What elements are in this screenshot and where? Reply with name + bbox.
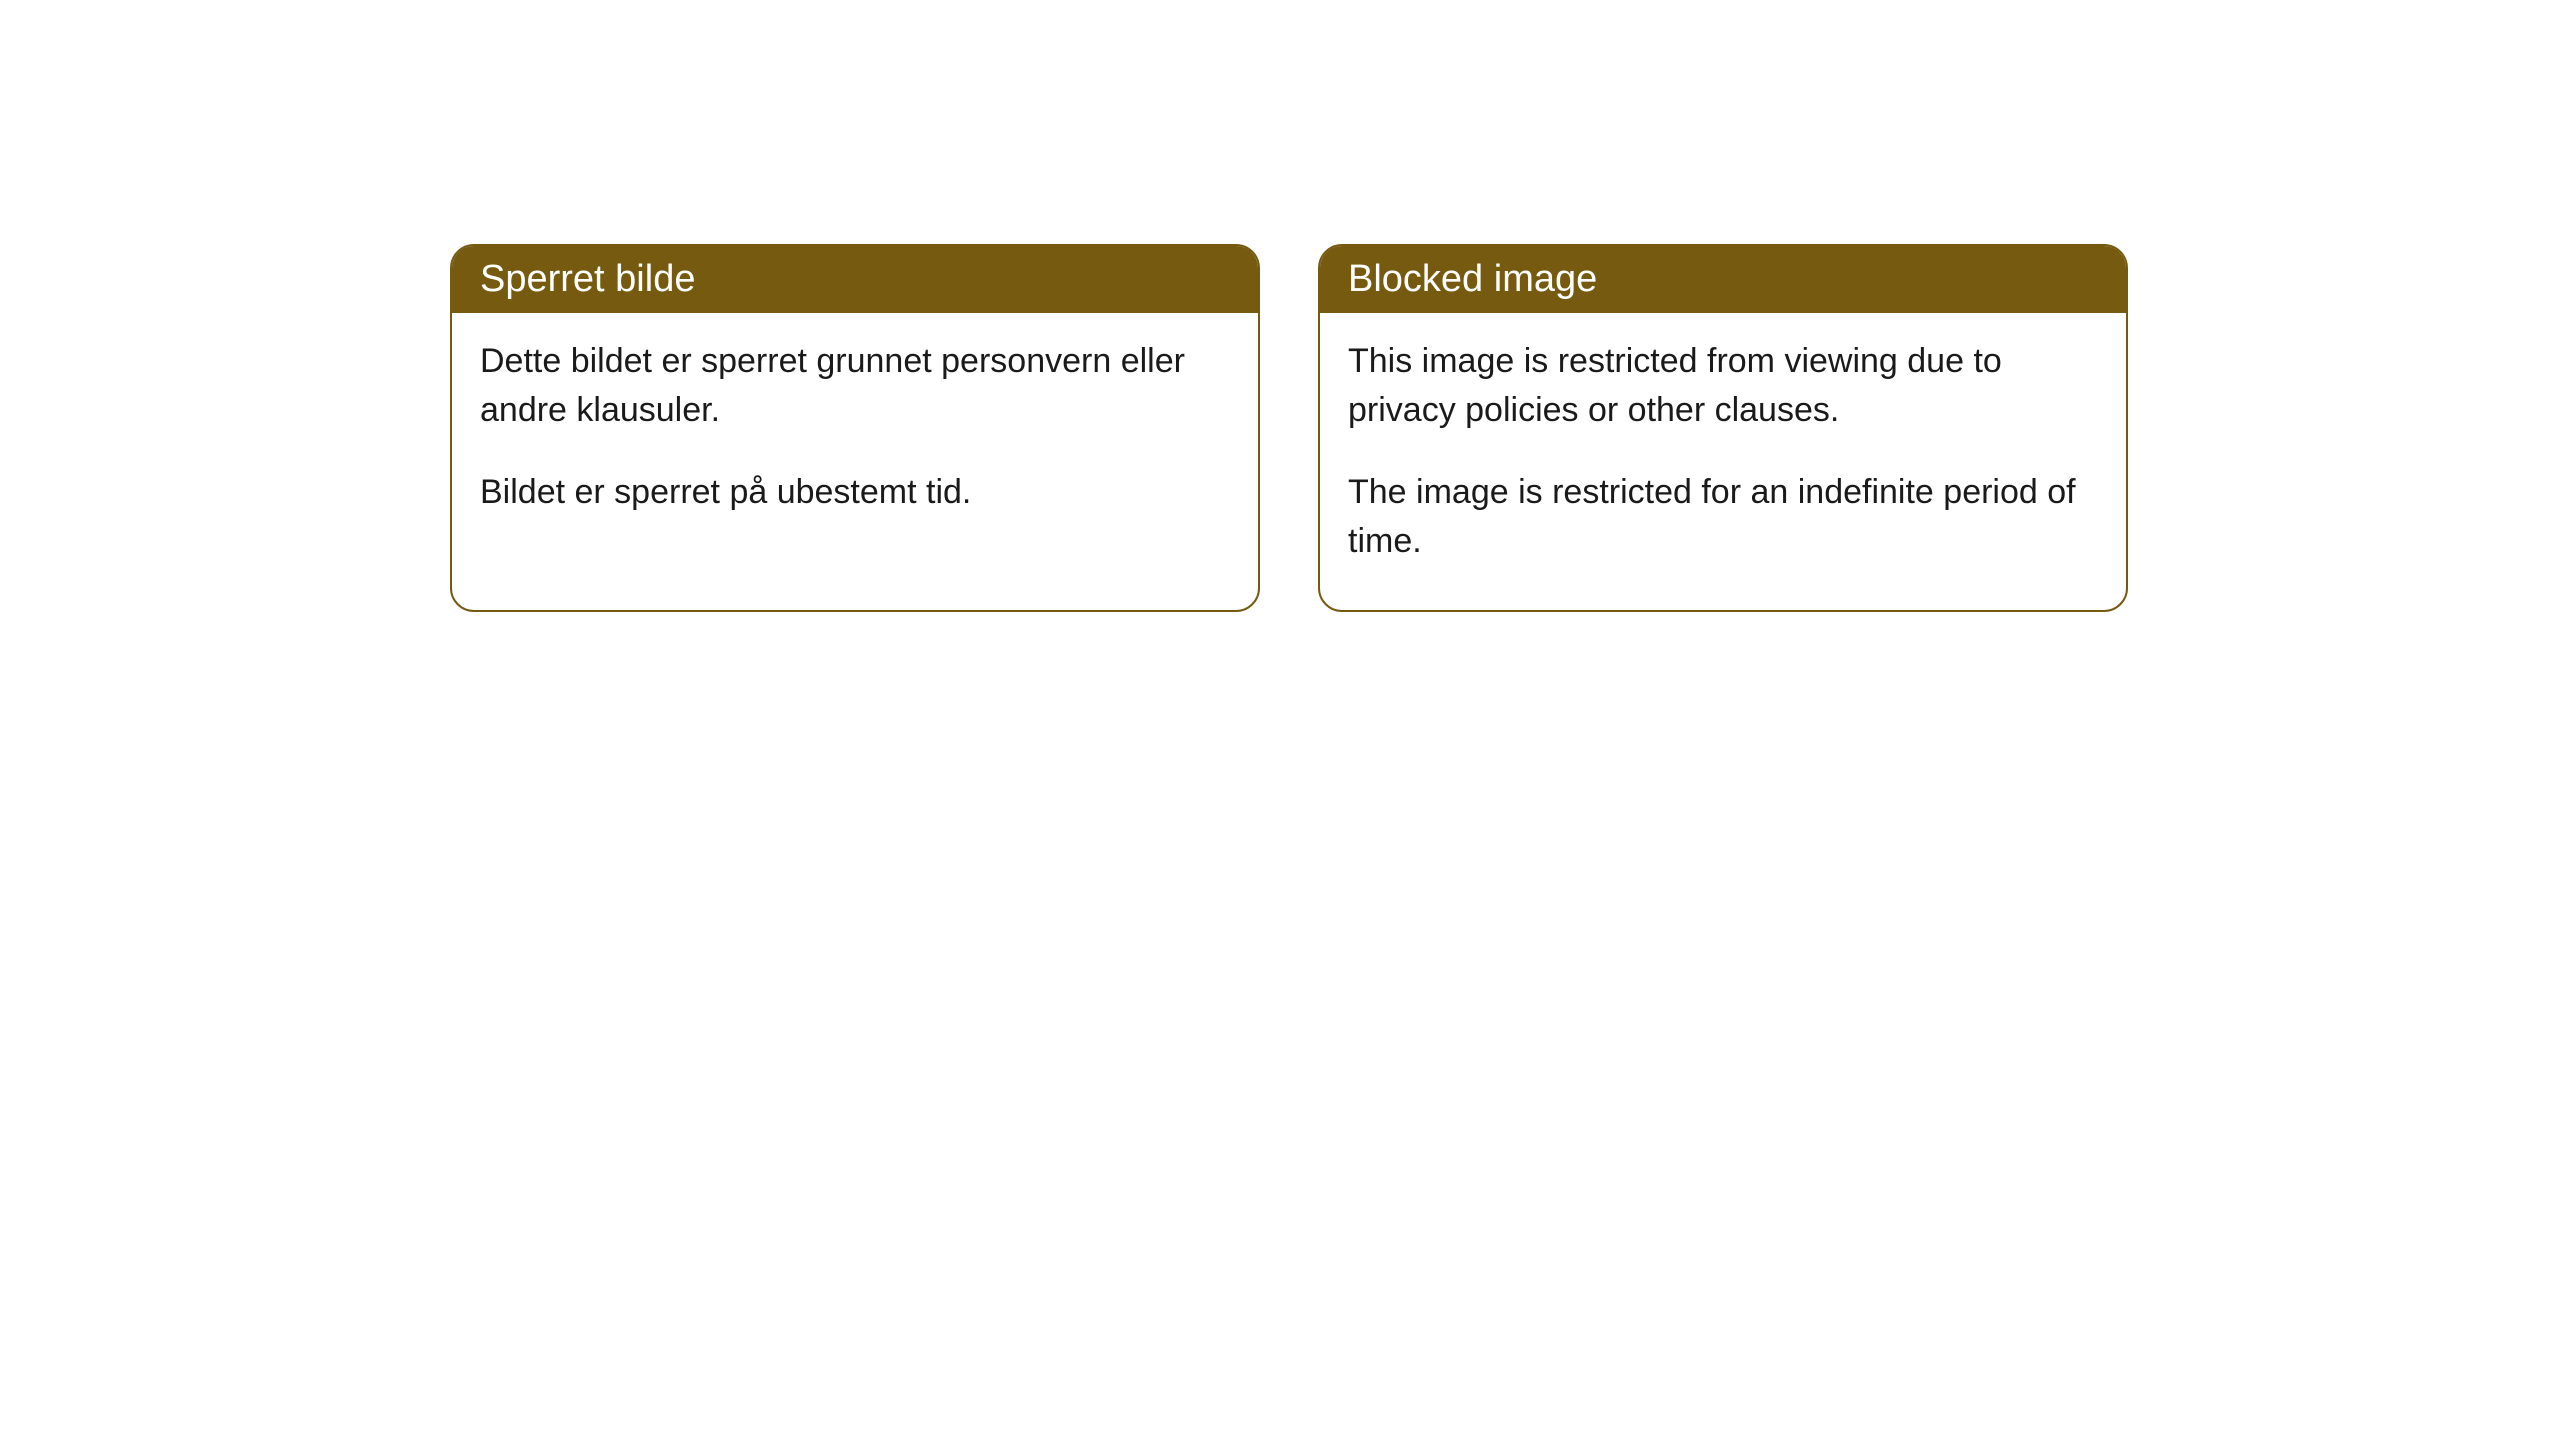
card-message-1-norwegian: Dette bildet er sperret grunnet personve… [480,337,1230,436]
card-header-english: Blocked image [1320,246,2126,313]
card-body-norwegian: Dette bildet er sperret grunnet personve… [452,313,1258,561]
card-header-norwegian: Sperret bilde [452,246,1258,313]
cards-container: Sperret bilde Dette bildet er sperret gr… [0,0,2560,612]
card-message-1-english: This image is restricted from viewing du… [1348,337,2098,436]
card-body-english: This image is restricted from viewing du… [1320,313,2126,610]
blocked-image-card-english: Blocked image This image is restricted f… [1318,244,2128,612]
card-message-2-norwegian: Bildet er sperret på ubestemt tid. [480,468,1230,517]
blocked-image-card-norwegian: Sperret bilde Dette bildet er sperret gr… [450,244,1260,612]
card-message-2-english: The image is restricted for an indefinit… [1348,468,2098,567]
